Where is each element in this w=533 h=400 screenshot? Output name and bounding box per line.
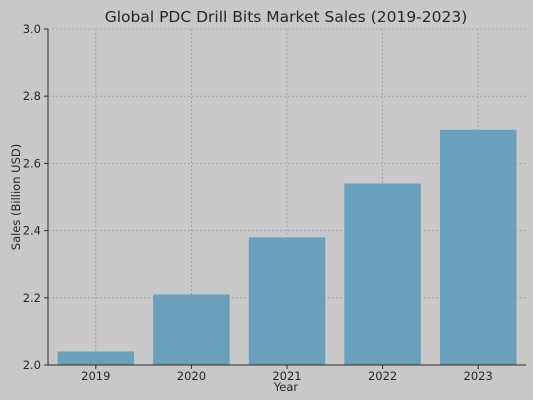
tick-layer: 2.0 2.2 2.4 2.6 2.8 3.0 2019 2020 2021 2022 2023 — [23, 22, 493, 383]
x-axis-label: Year — [273, 380, 299, 394]
x-tick-label: 2019 — [81, 369, 110, 383]
y-tick-label: 2.8 — [23, 89, 41, 103]
bar-2023 — [439, 129, 517, 365]
y-tick-label: 2.2 — [23, 291, 41, 305]
x-tick-label: 2020 — [177, 369, 206, 383]
x-tick-label: 2022 — [368, 369, 397, 383]
chart-title: Global PDC Drill Bits Market Sales (2019… — [105, 8, 468, 26]
bar-2019 — [57, 351, 135, 365]
y-tick-label: 2.4 — [23, 224, 41, 238]
bar-2022 — [344, 183, 421, 365]
bar-layer — [57, 129, 517, 365]
y-tick-label: 3.0 — [23, 22, 41, 36]
y-tick-label: 2.6 — [23, 156, 41, 170]
y-tick-label: 2.0 — [23, 358, 41, 372]
bar-2020 — [153, 294, 230, 365]
y-axis-label: Sales (Billion USD) — [9, 144, 23, 250]
x-tick-label: 2023 — [464, 369, 493, 383]
bar-2021 — [248, 237, 326, 365]
x-tick-label: 2021 — [272, 369, 301, 383]
